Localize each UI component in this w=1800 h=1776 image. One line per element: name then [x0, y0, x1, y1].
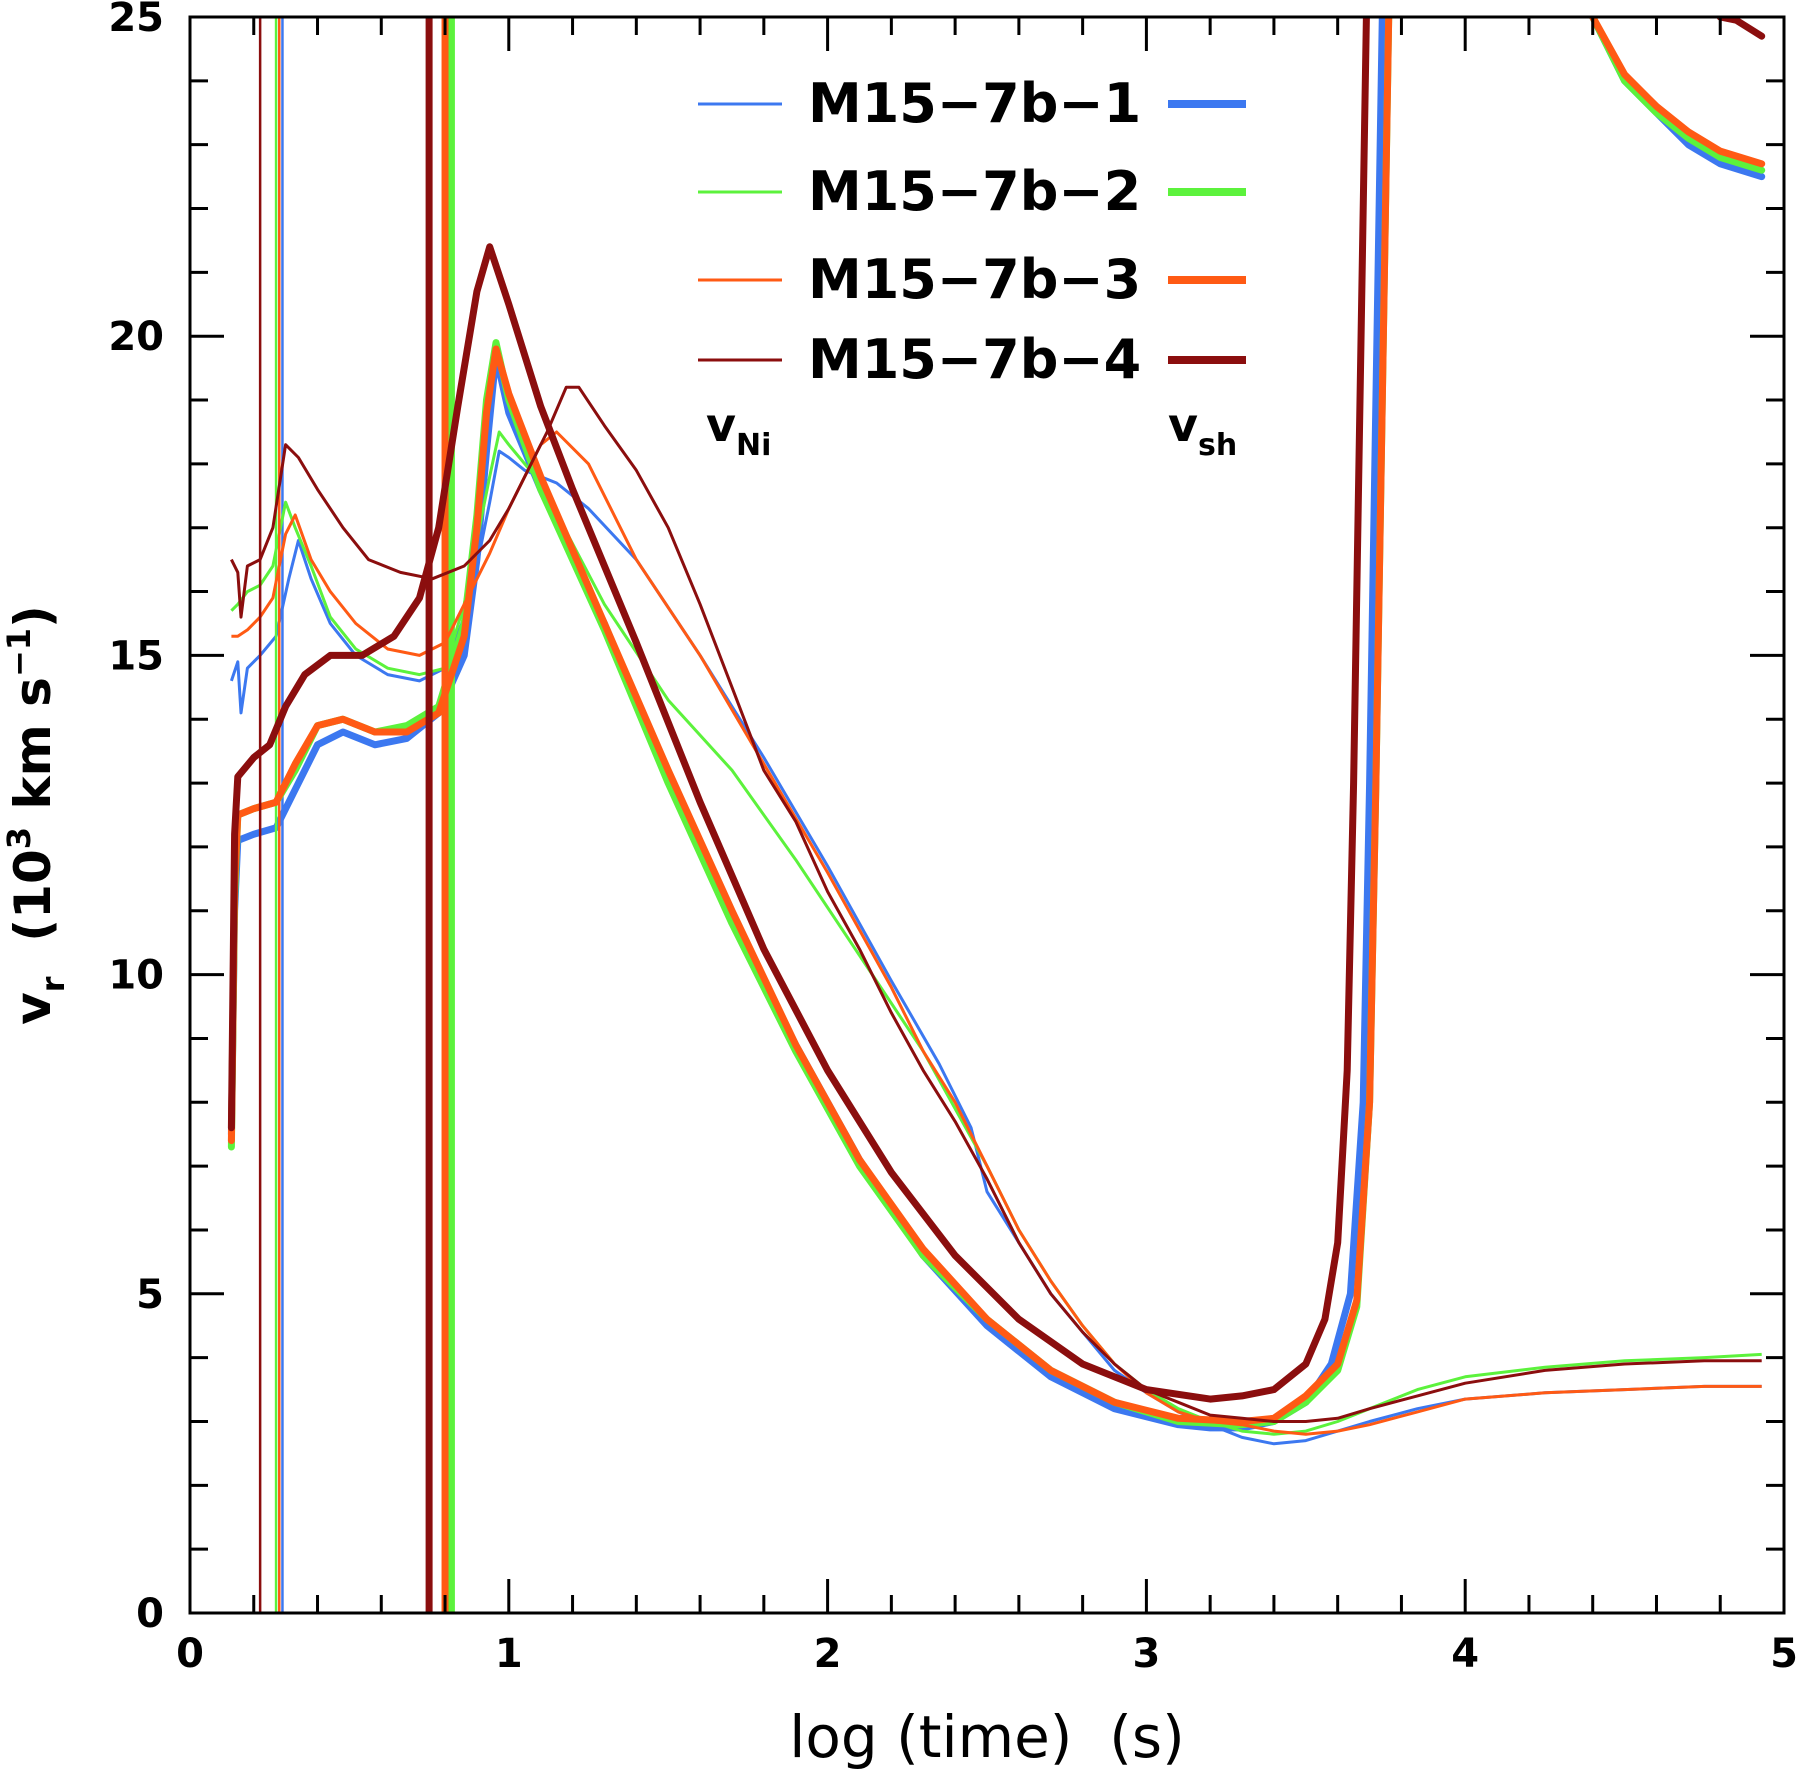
legend-header-v-sh: vsh	[1168, 398, 1237, 463]
v-sh-line-3	[227, 17, 1393, 1425]
x-tick-label: 0	[176, 1631, 204, 1677]
v-sh-late-line-4	[1716, 17, 1766, 40]
y-tick-label: 15	[108, 633, 164, 679]
v-ni-line-3	[231, 430, 1762, 1436]
legend-label-3: M15−7b−3	[808, 248, 1141, 311]
tick-layer: 0 1 2 3 4 5 0 5 10 15 20 25	[108, 0, 1798, 1677]
y-axis-title: vr (103 km s−1)	[0, 605, 72, 1025]
y-tick-label: 0	[136, 1591, 164, 1637]
x-axis-title: log (time) (s)	[789, 1703, 1185, 1771]
series-layer	[227, 17, 1766, 1613]
series-4	[227, 17, 1766, 1613]
plot-frame	[188, 15, 1786, 1615]
y-tick-label: 20	[108, 314, 164, 360]
x-tick-label: 4	[1451, 1631, 1479, 1677]
v-ni-line-2	[230, 430, 1762, 1436]
v-sh-late-line-3	[1589, 17, 1766, 168]
v-sh-line-4	[227, 17, 1370, 1403]
v-sh-line-1	[227, 17, 1386, 1432]
v-sh-late-line-2	[1589, 17, 1766, 174]
v-ni-line-4	[230, 385, 1762, 1423]
legend-label-2: M15−7b−2	[808, 160, 1141, 223]
x-tick-label: 5	[1770, 1631, 1798, 1677]
y-tick-label: 5	[136, 1272, 164, 1318]
x-tick-label: 3	[1132, 1631, 1160, 1677]
legend-label-4: M15−7b−4	[808, 328, 1141, 391]
legend: M15−7b−1 M15−7b−2 M15−7b−3 M15−7b−4 vNi vsh	[698, 72, 1246, 463]
x-tick-label: 2	[814, 1631, 842, 1677]
v-ni-line-1	[229, 449, 1762, 1446]
v-sh-line-2	[227, 17, 1393, 1429]
legend-header-v-ni: vNi	[706, 398, 771, 463]
x-tick-label: 1	[495, 1631, 523, 1677]
y-tick-label: 10	[108, 953, 164, 999]
y-tick-label: 25	[108, 0, 164, 41]
legend-label-1: M15−7b−1	[808, 72, 1141, 135]
series-3	[227, 17, 1766, 1613]
